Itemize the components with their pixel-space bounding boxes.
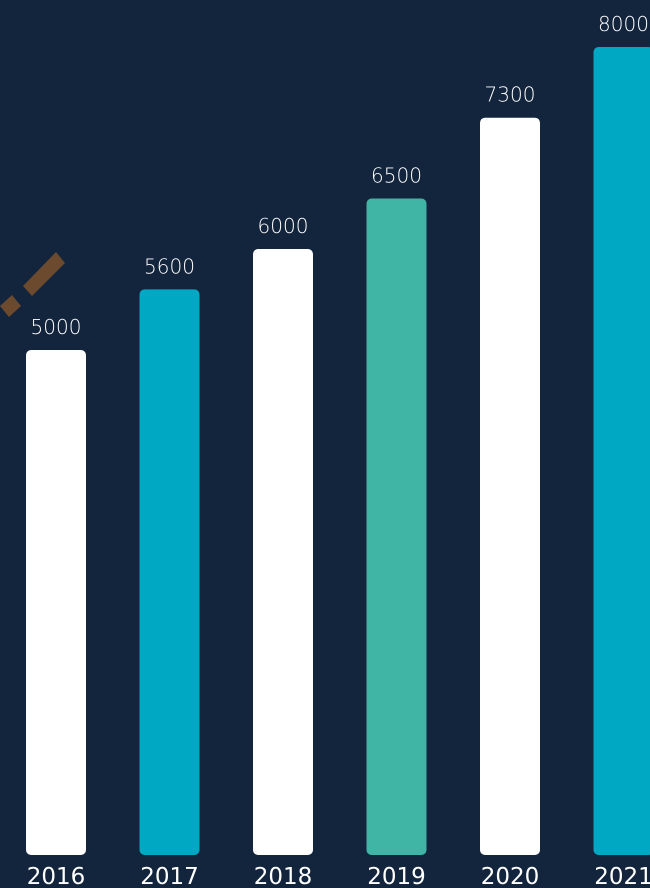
value-label-2018: 6000 xyxy=(258,214,309,238)
bar-2016 xyxy=(26,350,86,855)
year-label-2018: 2018 xyxy=(254,864,313,888)
value-label-2020: 7300 xyxy=(485,83,536,107)
bar-2020 xyxy=(480,117,540,855)
value-label-2019: 6500 xyxy=(371,164,422,188)
value-labels: 5000 5600 6000 6500 7300 8000 xyxy=(31,12,649,339)
value-label-2021: 8000 xyxy=(598,12,649,36)
x-axis-labels: 2016 2017 2018 2019 2020 2021 xyxy=(27,864,650,888)
bars-group xyxy=(26,47,650,855)
year-label-2017: 2017 xyxy=(140,864,199,888)
year-label-2021: 2021 xyxy=(594,864,650,888)
value-label-2016: 5000 xyxy=(31,315,82,339)
bar-2021 xyxy=(593,47,650,855)
brush-stroke-icon xyxy=(0,252,65,317)
year-label-2020: 2020 xyxy=(481,864,540,888)
bar-2019 xyxy=(366,198,427,855)
bar-2018 xyxy=(253,249,313,855)
bar-2017 xyxy=(139,289,200,855)
year-label-2016: 2016 xyxy=(27,864,86,888)
value-label-2017: 5600 xyxy=(144,254,195,278)
year-label-2019: 2019 xyxy=(367,864,426,888)
